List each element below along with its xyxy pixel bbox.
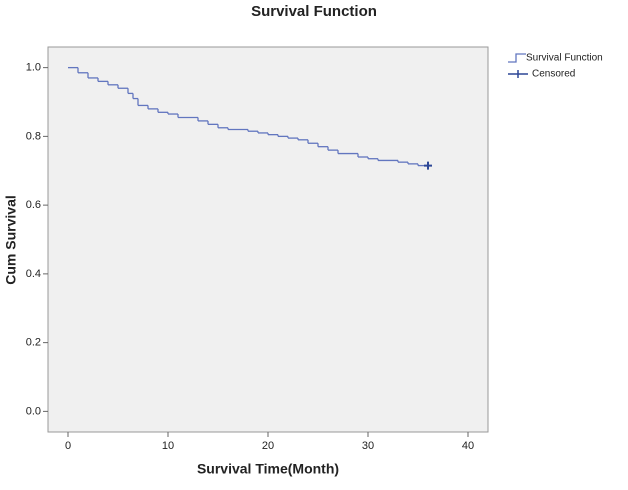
censored-mark <box>424 161 432 170</box>
legend-label: Survival Function <box>526 53 603 64</box>
x-tick-label: 10 <box>162 440 174 452</box>
legend-swatch <box>508 70 528 78</box>
y-tick-label: 1.0 <box>26 62 41 74</box>
y-axis-label: Cum Survival <box>3 195 19 284</box>
chart-title: Survival Function <box>251 3 377 20</box>
x-tick-label: 0 <box>65 440 71 452</box>
x-tick-label: 30 <box>362 440 374 452</box>
x-tick-label: 40 <box>462 440 474 452</box>
y-tick-label: 0.4 <box>26 268 41 280</box>
y-tick-label: 0.2 <box>26 337 41 349</box>
y-tick-label: 0.6 <box>26 199 41 211</box>
y-tick-label: 0.8 <box>26 130 41 142</box>
x-axis-label: Survival Time(Month) <box>197 461 339 477</box>
plot-area <box>47 46 489 433</box>
legend-swatch <box>508 53 526 63</box>
legend-label: Censored <box>532 69 575 80</box>
y-tick-label: 0.0 <box>26 405 41 417</box>
x-tick-label: 20 <box>262 440 274 452</box>
